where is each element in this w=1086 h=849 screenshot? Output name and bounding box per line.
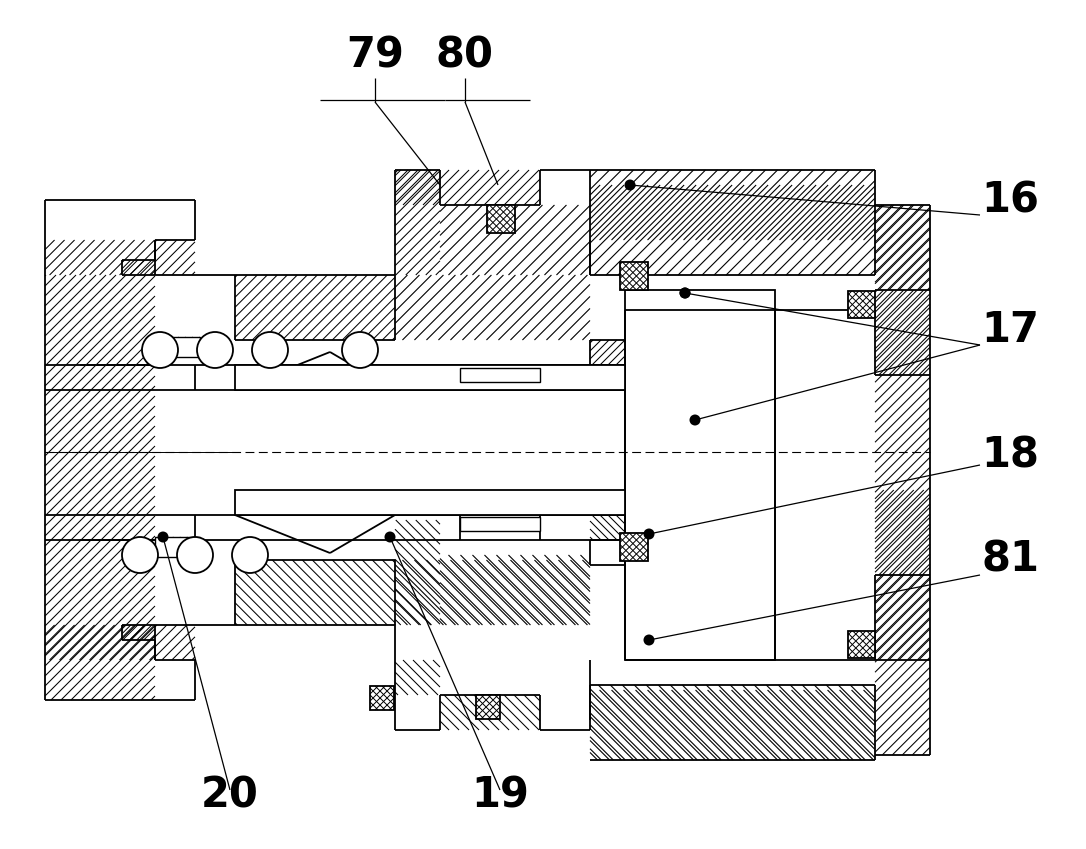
Text: 81: 81 bbox=[981, 539, 1039, 581]
Circle shape bbox=[680, 288, 691, 299]
Text: 80: 80 bbox=[435, 34, 494, 76]
Bar bbox=[476, 695, 500, 719]
Circle shape bbox=[197, 332, 233, 368]
Circle shape bbox=[690, 414, 700, 425]
Bar bbox=[370, 686, 394, 710]
Bar bbox=[460, 368, 540, 382]
Bar bbox=[235, 490, 626, 515]
Text: 19: 19 bbox=[471, 774, 529, 816]
Bar bbox=[848, 631, 875, 658]
Circle shape bbox=[624, 179, 635, 190]
Circle shape bbox=[122, 537, 157, 573]
Circle shape bbox=[342, 332, 378, 368]
Circle shape bbox=[157, 531, 168, 543]
Text: 18: 18 bbox=[981, 434, 1039, 476]
Circle shape bbox=[142, 332, 178, 368]
Bar bbox=[487, 205, 515, 233]
Bar bbox=[155, 337, 200, 357]
Bar bbox=[620, 262, 648, 290]
Bar bbox=[460, 517, 540, 531]
Bar bbox=[626, 290, 775, 660]
Circle shape bbox=[384, 531, 395, 543]
Circle shape bbox=[252, 332, 288, 368]
Circle shape bbox=[680, 288, 691, 299]
Circle shape bbox=[177, 537, 213, 573]
Text: 20: 20 bbox=[201, 774, 258, 816]
Bar bbox=[155, 537, 200, 557]
Bar bbox=[620, 533, 648, 561]
Circle shape bbox=[644, 634, 655, 645]
Text: 79: 79 bbox=[346, 34, 404, 76]
Bar bbox=[848, 291, 875, 318]
Circle shape bbox=[644, 528, 655, 539]
Circle shape bbox=[232, 537, 268, 573]
Text: 17: 17 bbox=[981, 309, 1039, 351]
Text: 16: 16 bbox=[981, 179, 1039, 221]
Bar bbox=[235, 365, 626, 390]
